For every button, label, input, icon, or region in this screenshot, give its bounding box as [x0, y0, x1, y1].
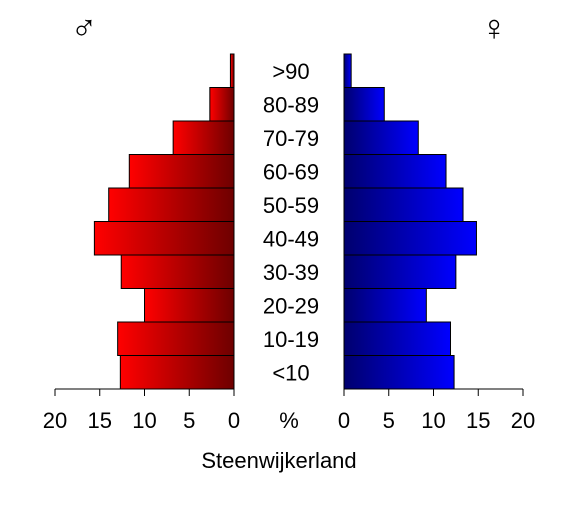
female-bar [343, 221, 477, 256]
age-group-label: 60-69 [263, 159, 319, 184]
female-symbol-icon: ♀ [481, 7, 508, 48]
female-bar [343, 87, 385, 122]
age-group-label: 70-79 [263, 126, 319, 151]
female-bars [343, 53, 477, 390]
tick-label: 15 [466, 408, 490, 433]
female-bar [343, 187, 464, 222]
tick-label: 15 [88, 408, 112, 433]
age-group-labels: <10 10-19 20-29 30-39 40-49 50-59 60-69 70-79 80… [263, 59, 319, 386]
tick-label: 0 [338, 408, 350, 433]
age-group-label: 50-59 [263, 193, 319, 218]
male-bar [209, 87, 235, 122]
tick-label: 0 [228, 408, 240, 433]
male-bar [108, 187, 235, 222]
tick-label: 5 [383, 408, 395, 433]
female-bar [343, 321, 452, 356]
tick-label: 20 [511, 408, 535, 433]
male-bar [117, 321, 235, 356]
male-bar [128, 154, 235, 189]
tick-label: 5 [183, 408, 195, 433]
female-bar [343, 288, 427, 323]
male-bar [229, 53, 235, 88]
male-bar [172, 120, 235, 155]
female-bar [343, 355, 455, 390]
male-bar [144, 288, 235, 323]
male-bar [120, 254, 235, 289]
female-x-axis: 0 5 10 15 20 [338, 388, 535, 433]
male-bar [119, 355, 235, 390]
age-group-label: 20-29 [263, 293, 319, 318]
male-x-axis: 20 15 10 5 0 [43, 388, 240, 433]
unit-label: % [279, 408, 299, 433]
male-bar [93, 221, 235, 256]
age-group-label: >90 [272, 59, 309, 84]
tick-label: 20 [43, 408, 67, 433]
age-group-label: 10-19 [263, 327, 319, 352]
male-symbol-icon: ♂ [71, 7, 98, 48]
age-group-label: <10 [272, 360, 309, 385]
age-group-label: 80-89 [263, 92, 319, 117]
tick-label: 10 [132, 408, 156, 433]
chart-title: Steenwijkerland [201, 448, 356, 473]
age-group-label: 30-39 [263, 260, 319, 285]
age-group-label: 40-49 [263, 226, 319, 251]
tick-label: 10 [421, 408, 445, 433]
female-bar [343, 53, 352, 88]
female-bar [343, 254, 457, 289]
female-bar [343, 120, 419, 155]
male-bars [93, 53, 235, 390]
female-bar [343, 154, 447, 189]
